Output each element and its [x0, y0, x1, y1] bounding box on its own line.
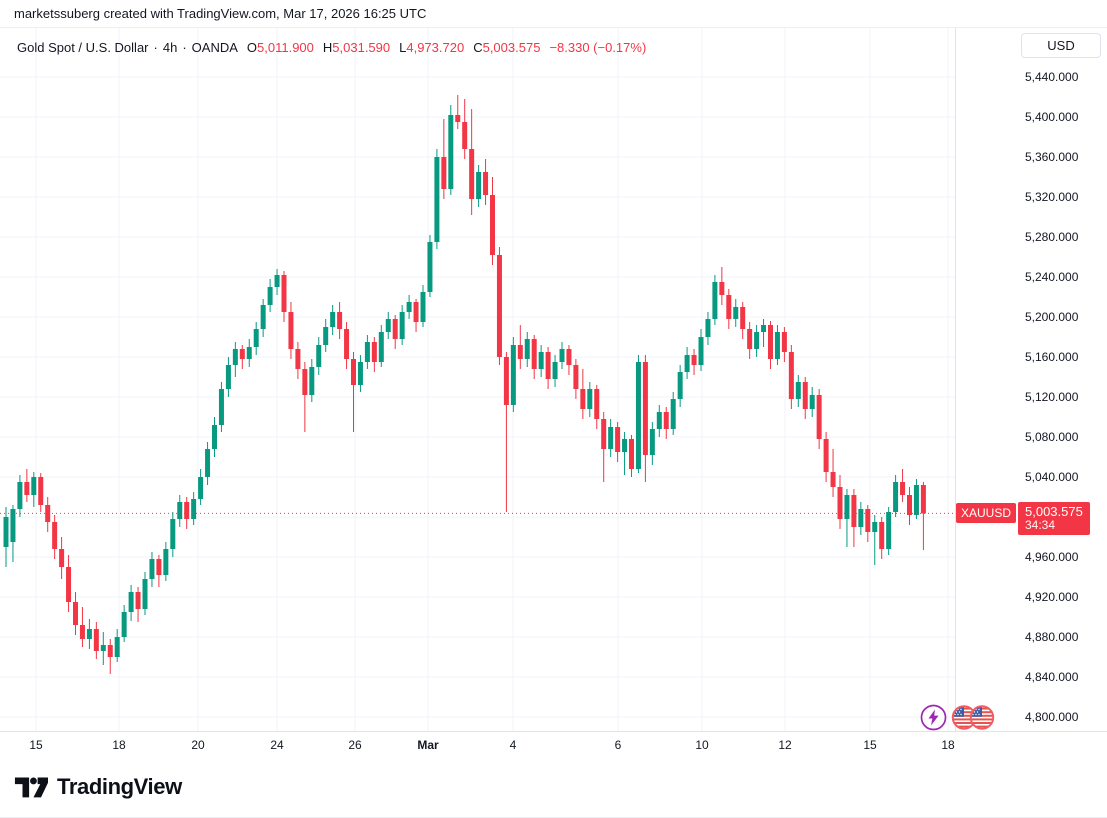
- price-tick-label: 4,880.000: [1025, 630, 1079, 644]
- last-price-badge: 5,003.575 34:34: [1018, 502, 1090, 535]
- interval-label: 4h: [162, 39, 178, 55]
- time-tick-label: 26: [348, 738, 362, 752]
- high-letter: H: [322, 39, 333, 55]
- us-flags-icon[interactable]: [950, 703, 998, 732]
- price-tick-label: 4,920.000: [1025, 590, 1079, 604]
- tradingview-logo[interactable]: TradingView: [14, 773, 182, 801]
- close-value: 5,003.575: [482, 39, 541, 55]
- symbol-title: Gold Spot / U.S. Dollar: [17, 39, 149, 55]
- time-tick-label: 6: [614, 738, 622, 752]
- price-tick-label: 5,200.000: [1025, 310, 1079, 324]
- currency-toggle-button[interactable]: USD: [1021, 33, 1101, 58]
- candlestick-chart[interactable]: [0, 28, 955, 731]
- price-tick-label: 5,160.000: [1025, 350, 1079, 364]
- price-tick-label: 4,840.000: [1025, 670, 1079, 684]
- legend-separator: ·: [153, 39, 158, 55]
- price-tick-label: 4,800.000: [1025, 710, 1079, 724]
- low-letter: L: [399, 39, 407, 55]
- price-tick-label: 5,320.000: [1025, 190, 1079, 204]
- tradingview-logo-mark: [14, 777, 48, 798]
- time-tick-label: 18: [112, 738, 126, 752]
- price-tick-label: 5,280.000: [1025, 230, 1079, 244]
- time-tick-label: Mar: [417, 738, 439, 752]
- price-tick-label: 4,960.000: [1025, 550, 1079, 564]
- price-axis[interactable]: 5,440.000 5,400.000 5,360.000 5,320.000 5,28…: [955, 28, 1107, 731]
- time-tick-label: 18: [941, 738, 955, 752]
- price-tick-label: 5,400.000: [1025, 110, 1079, 124]
- time-tick-label: 24: [270, 738, 284, 752]
- bar-countdown: 34:34: [1025, 518, 1056, 532]
- time-tick-label: 15: [29, 738, 43, 752]
- open-value: 5,011.900: [257, 39, 314, 55]
- price-line-symbol-badge: XAUUSD: [956, 503, 1016, 523]
- low-value: 4,973.720: [406, 39, 465, 55]
- price-tick-label: 5,440.000: [1025, 70, 1079, 84]
- price-tick-label: 5,360.000: [1025, 150, 1079, 164]
- price-tick-label: 5,240.000: [1025, 270, 1079, 284]
- attribution-text: marketssuberg created with TradingView.c…: [14, 6, 427, 21]
- time-tick-label: 20: [191, 738, 205, 752]
- chart-pane[interactable]: Gold Spot / U.S. Dollar · 4h · OANDA O 5…: [0, 28, 1107, 757]
- change-value: −8.330 (−0.17%): [549, 39, 647, 55]
- footer-bar: TradingView: [0, 757, 1107, 818]
- price-tick-label: 5,120.000: [1025, 390, 1079, 404]
- symbol-legend: Gold Spot / U.S. Dollar · 4h · OANDA O 5…: [17, 37, 646, 57]
- time-axis[interactable]: 15 18 20 24 26 Mar 4 6 10 12 15 18: [0, 731, 1107, 757]
- time-tick-label: 4: [509, 738, 517, 752]
- exchange-label: OANDA: [191, 39, 238, 55]
- price-tick-label: 5,040.000: [1025, 470, 1079, 484]
- high-value: 5,031.590: [332, 39, 391, 55]
- time-tick-label: 15: [863, 738, 877, 752]
- open-letter: O: [246, 39, 258, 55]
- last-price-value: 5,003.575: [1025, 504, 1083, 519]
- time-tick-label: 12: [778, 738, 792, 752]
- close-letter: C: [473, 39, 483, 55]
- time-tick-label: 10: [695, 738, 709, 752]
- tradingview-logo-text: TradingView: [57, 774, 182, 799]
- attribution-bar: marketssuberg created with TradingView.c…: [0, 0, 1107, 28]
- lightning-icon[interactable]: [920, 704, 947, 731]
- price-tick-label: 5,080.000: [1025, 430, 1079, 444]
- legend-separator: ·: [182, 39, 187, 55]
